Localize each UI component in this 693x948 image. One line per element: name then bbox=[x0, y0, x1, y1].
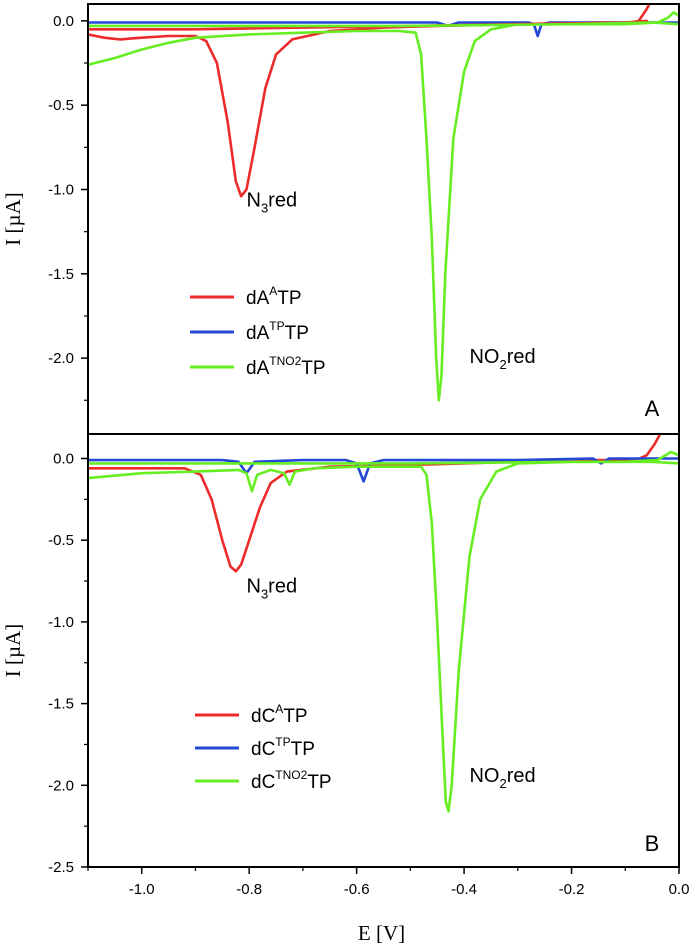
plot-frame bbox=[87, 3, 680, 435]
y-axis-title: I [µA] bbox=[1, 192, 25, 246]
series-line-3 bbox=[88, 460, 679, 465]
x-tick-label: -0.8 bbox=[236, 881, 262, 898]
series-line-2 bbox=[88, 11, 679, 402]
panel-label: A bbox=[645, 396, 660, 421]
peak-annotation: N3red bbox=[246, 189, 297, 215]
y-tick-label: -2.0 bbox=[48, 350, 74, 367]
peak-annotation: NO2red bbox=[469, 765, 535, 791]
y-tick-label: -1.0 bbox=[48, 181, 74, 198]
y-tick-label: -1.5 bbox=[48, 696, 74, 713]
x-tick-label: -0.2 bbox=[559, 881, 585, 898]
y-axis-title: I [µA] bbox=[1, 624, 25, 678]
series-line-0 bbox=[88, 4, 651, 198]
legend-label: dCTNO2TP bbox=[251, 768, 332, 793]
legend-label: dAATP bbox=[246, 284, 302, 309]
panel-a: 0.0 -0.5 -1.0 -1.5 -2.0 I [µA] dAATP dATPTP dATN… bbox=[1, 3, 680, 435]
plot-frame bbox=[87, 433, 680, 868]
panel-b: 0.0 -0.5 -1.0 -1.5 -2.0 -2.5 -1.0 -0.8 -0.6 -0.4 -… bbox=[1, 433, 690, 898]
legend-label: dATNO2TP bbox=[246, 354, 326, 379]
y-tick-label: -1.0 bbox=[48, 614, 74, 631]
y-tick-label: -1.5 bbox=[48, 266, 74, 283]
x-tick-label: -0.4 bbox=[451, 881, 477, 898]
shared-axis-labels: E [V] bbox=[358, 921, 405, 945]
x-tick-label: -1.0 bbox=[129, 881, 155, 898]
series-group bbox=[88, 4, 679, 402]
x-tick-label: 0.0 bbox=[669, 881, 690, 898]
legend-label: dCTPTP bbox=[251, 735, 315, 760]
peak-annotation: N3red bbox=[246, 575, 297, 601]
x-tick-label: -0.6 bbox=[344, 881, 370, 898]
series-group bbox=[88, 434, 679, 813]
x-axis-title: E [V] bbox=[358, 921, 405, 945]
series-line-0 bbox=[88, 434, 662, 573]
y-tick-label: -2.5 bbox=[48, 859, 74, 876]
y-tick-label: 0.0 bbox=[53, 13, 74, 30]
panel-label: B bbox=[645, 831, 660, 856]
legend-label: dCATP bbox=[251, 702, 308, 727]
legend-label: dATPTP bbox=[246, 319, 309, 344]
peak-annotation: NO2red bbox=[469, 346, 535, 372]
y-tick-label: 0.0 bbox=[53, 451, 74, 468]
y-tick-label: -0.5 bbox=[48, 97, 74, 114]
y-tick-label: -0.5 bbox=[48, 532, 74, 549]
series-line-4 bbox=[88, 21, 679, 28]
series-line-2 bbox=[88, 450, 679, 813]
y-tick-label: -2.0 bbox=[48, 777, 74, 794]
